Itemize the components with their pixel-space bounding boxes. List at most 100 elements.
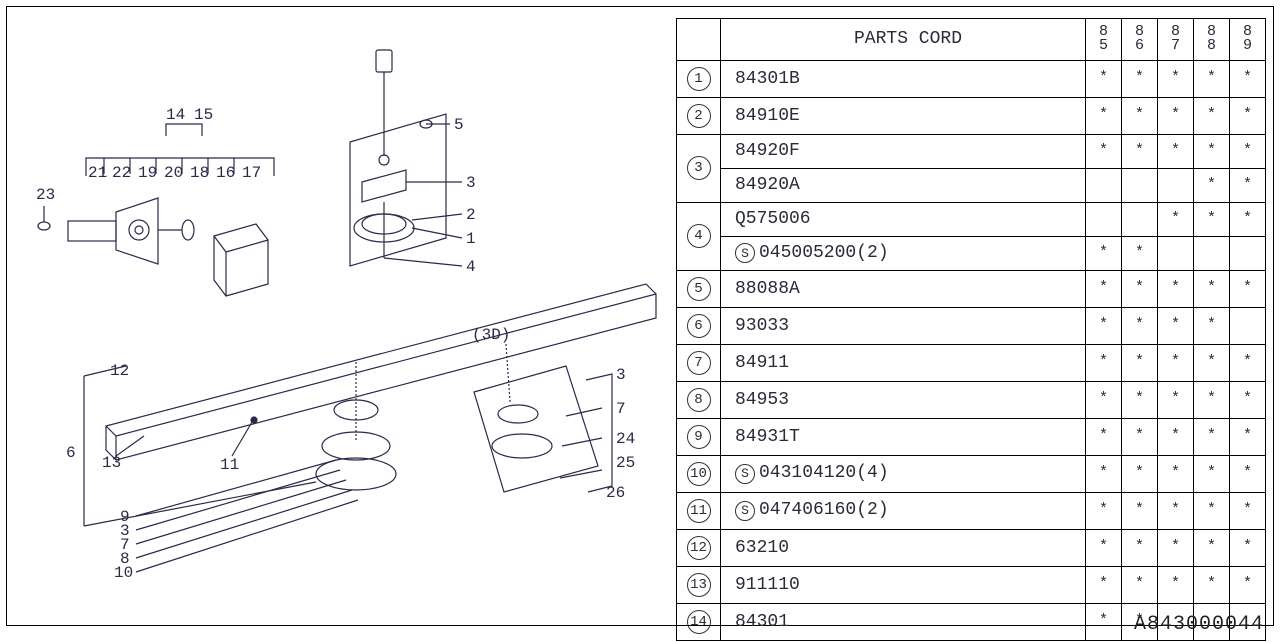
- applicability-cell: *: [1230, 202, 1266, 236]
- applicability-cell: [1122, 202, 1158, 236]
- applicability-cell: *: [1194, 60, 1230, 97]
- applicability-cell: *: [1230, 270, 1266, 307]
- applicability-cell: *: [1086, 566, 1122, 603]
- applicability-cell: *: [1194, 418, 1230, 455]
- table-row: 693033****: [677, 307, 1266, 344]
- applicability-cell: *: [1086, 270, 1122, 307]
- applicability-cell: *: [1086, 492, 1122, 529]
- applicability-cell: *: [1122, 418, 1158, 455]
- applicability-cell: *: [1194, 492, 1230, 529]
- applicability-cell: *: [1158, 492, 1194, 529]
- applicability-cell: [1158, 236, 1194, 270]
- callout-22: 22: [112, 164, 131, 182]
- table-row: 984931T*****: [677, 418, 1266, 455]
- part-code: 84911: [721, 344, 1086, 381]
- page-code: A843000044: [1134, 613, 1264, 636]
- table-row: 4Q575006***: [677, 202, 1266, 236]
- applicability-cell: *: [1230, 60, 1266, 97]
- callout-21: 21: [88, 164, 107, 182]
- callout-11: 11: [220, 456, 239, 474]
- row-index: 14: [677, 603, 721, 640]
- part-code: 84301: [721, 603, 1086, 640]
- applicability-cell: *: [1230, 492, 1266, 529]
- callout-15: 15: [194, 106, 213, 124]
- row-index: 13: [677, 566, 721, 603]
- applicability-cell: *: [1158, 381, 1194, 418]
- table-header-row: PARTS CORD 85 86 87 88 89: [677, 19, 1266, 61]
- applicability-cell: *: [1194, 168, 1230, 202]
- applicability-cell: *: [1194, 566, 1230, 603]
- applicability-cell: *: [1158, 134, 1194, 168]
- part-code: 84920A: [721, 168, 1086, 202]
- table-row: 784911*****: [677, 344, 1266, 381]
- diagram-svg: [6, 6, 666, 626]
- header-year-3: 88: [1194, 19, 1230, 61]
- applicability-cell: *: [1086, 418, 1122, 455]
- table-row: 10S043104120(4)*****: [677, 455, 1266, 492]
- exploded-diagram: 23 21 22 19 20 18 16 17 14 15 5 3 2 1 4 …: [6, 6, 656, 626]
- callout-3c: 3: [616, 366, 626, 384]
- applicability-cell: *: [1230, 344, 1266, 381]
- applicability-cell: *: [1122, 60, 1158, 97]
- applicability-cell: *: [1122, 455, 1158, 492]
- applicability-cell: *: [1158, 307, 1194, 344]
- applicability-cell: *: [1158, 418, 1194, 455]
- index-circle: 2: [687, 104, 711, 128]
- part-code: 93033: [721, 307, 1086, 344]
- applicability-cell: *: [1194, 307, 1230, 344]
- callout-25: 25: [616, 454, 635, 472]
- applicability-cell: *: [1230, 566, 1266, 603]
- table-row: 11S047406160(2)*****: [677, 492, 1266, 529]
- applicability-cell: *: [1158, 60, 1194, 97]
- applicability-cell: *: [1122, 529, 1158, 566]
- part-code: 88088A: [721, 270, 1086, 307]
- applicability-cell: *: [1086, 603, 1122, 640]
- applicability-cell: *: [1158, 202, 1194, 236]
- table-row: 384920F*****: [677, 134, 1266, 168]
- index-circle: 5: [687, 277, 711, 301]
- applicability-cell: *: [1194, 202, 1230, 236]
- special-s-icon: S: [735, 464, 755, 484]
- table-row: 13911110*****: [677, 566, 1266, 603]
- row-index: 4: [677, 202, 721, 270]
- callout-20: 20: [164, 164, 183, 182]
- index-circle: 8: [687, 388, 711, 412]
- applicability-cell: *: [1122, 134, 1158, 168]
- callout-3d-label: (3D): [472, 326, 510, 344]
- special-s-icon: S: [735, 501, 755, 521]
- applicability-cell: *: [1086, 60, 1122, 97]
- callout-17: 17: [242, 164, 261, 182]
- index-circle: 7: [687, 351, 711, 375]
- callout-26: 26: [606, 484, 625, 502]
- table-row: 284910E*****: [677, 97, 1266, 134]
- applicability-cell: *: [1086, 529, 1122, 566]
- header-year-2: 87: [1158, 19, 1194, 61]
- callout-12: 12: [110, 362, 129, 380]
- index-circle: 13: [687, 573, 711, 597]
- table-row: 884953*****: [677, 381, 1266, 418]
- applicability-cell: *: [1158, 97, 1194, 134]
- y0b: 5: [1090, 39, 1117, 53]
- part-code: 84920F: [721, 134, 1086, 168]
- applicability-cell: *: [1230, 418, 1266, 455]
- callout-7b: 7: [616, 400, 626, 418]
- callout-2: 2: [466, 206, 476, 224]
- applicability-cell: *: [1158, 566, 1194, 603]
- index-circle: 12: [687, 536, 711, 560]
- callout-19: 19: [138, 164, 157, 182]
- row-index: 7: [677, 344, 721, 381]
- row-index: 8: [677, 381, 721, 418]
- applicability-cell: *: [1122, 344, 1158, 381]
- header-title: PARTS CORD: [721, 19, 1086, 61]
- callout-4: 4: [466, 258, 476, 276]
- part-code: S047406160(2): [721, 492, 1086, 529]
- part-code: 84910E: [721, 97, 1086, 134]
- applicability-cell: *: [1230, 134, 1266, 168]
- index-circle: 11: [687, 499, 711, 523]
- applicability-cell: [1086, 202, 1122, 236]
- applicability-cell: *: [1230, 97, 1266, 134]
- parts-table-wrap: PARTS CORD 85 86 87 88 89 184301B*****28…: [676, 18, 1266, 641]
- table-row: 1263210*****: [677, 529, 1266, 566]
- callout-24: 24: [616, 430, 635, 448]
- applicability-cell: *: [1158, 529, 1194, 566]
